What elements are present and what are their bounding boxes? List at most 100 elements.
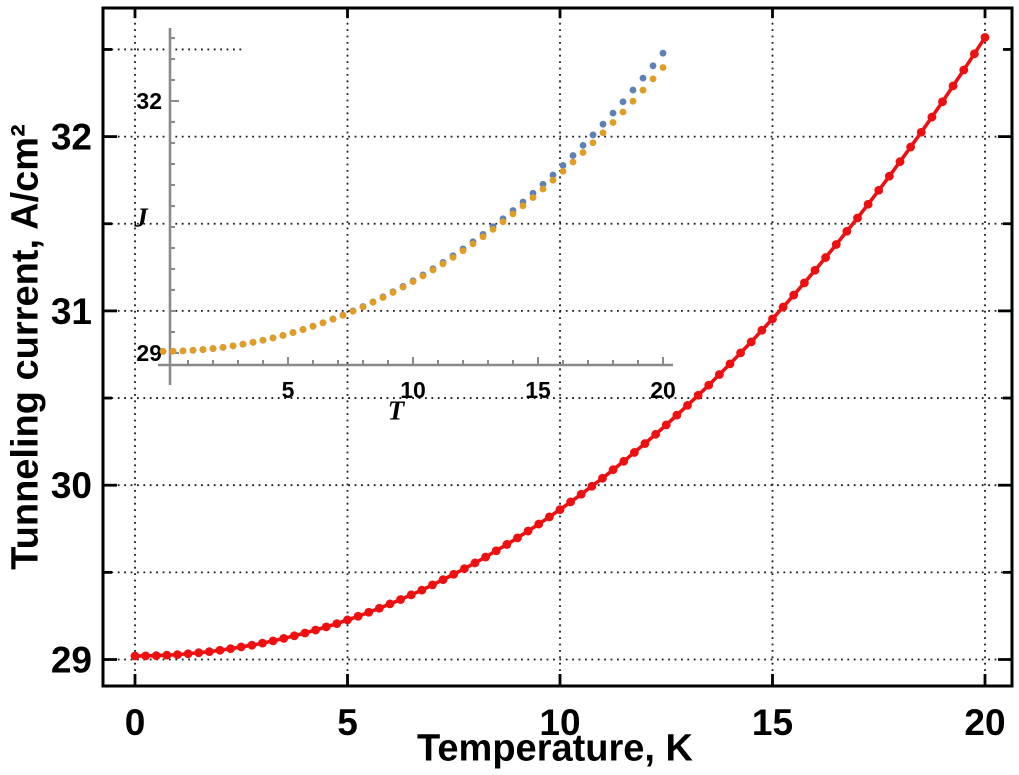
inset-tick-labels: 5 10 15 20 29 32: [136, 88, 675, 403]
main-series-point: [980, 33, 990, 42]
inset-series-orange-point: [659, 64, 667, 71]
inset-series-blue-point: [649, 62, 657, 70]
inset-series-orange-point: [179, 347, 187, 355]
main-series-point: [183, 649, 193, 659]
main-series-point: [544, 512, 554, 522]
y-axis-title: Tunneling current, A/cm²: [4, 124, 47, 570]
main-ticks: [103, 8, 1012, 686]
inset-x-tick-label: 10: [400, 377, 426, 403]
main-series-point: [821, 253, 831, 262]
main-series-point: [194, 648, 204, 658]
inset-series-blue-point: [589, 131, 597, 139]
inset-series-blue-point: [549, 171, 557, 179]
main-series-point: [130, 651, 140, 661]
inset-series-blue-point: [609, 109, 617, 117]
inset-series-orange-point: [489, 225, 497, 233]
main-series-point: [725, 359, 735, 369]
inset-series-blue-point: [599, 120, 607, 128]
main-series-point: [693, 390, 703, 400]
inset-x-tick-label: 15: [525, 377, 551, 403]
main-series-point: [683, 400, 692, 410]
main-series-point: [385, 599, 395, 609]
main-series-point: [587, 481, 597, 491]
main-series-point: [874, 185, 884, 195]
main-series-point: [714, 370, 724, 379]
main-series-point: [502, 540, 512, 549]
main-series-point: [449, 569, 459, 579]
main-series-point: [576, 489, 586, 499]
inset-series-orange-point: [259, 336, 267, 344]
inset-series-orange-point: [609, 119, 617, 126]
inset-series-orange-point: [529, 194, 537, 202]
main-series-point: [343, 615, 352, 625]
inset-series-orange-point: [229, 342, 237, 350]
inset-series-blue-point: [659, 49, 667, 57]
inset-series-orange-point: [599, 129, 607, 137]
inset-series-orange-point: [249, 338, 257, 346]
main-series-point: [853, 213, 862, 223]
inset-x-tick-label: 20: [650, 377, 676, 403]
main-series-point: [938, 97, 947, 107]
main-series-point: [300, 628, 310, 638]
main-series-point: [948, 81, 958, 91]
inset-series-orange-point: [399, 283, 407, 291]
main-series-point: [789, 290, 799, 300]
inset-series-orange-point: [269, 334, 277, 342]
inset-series-orange-point: [239, 340, 247, 348]
main-series-point: [396, 595, 406, 604]
inset-series-orange-point: [309, 322, 317, 330]
inset-series-orange: [159, 64, 667, 355]
y-tick-label: 31: [51, 291, 92, 332]
inset-series-orange-point: [559, 167, 567, 175]
main-series-point: [428, 580, 437, 590]
main-series-point: [374, 603, 384, 613]
main-series-point: [608, 465, 618, 475]
main-series-point: [204, 647, 214, 657]
main-series-point: [438, 575, 448, 585]
y-tick-label: 29: [51, 640, 92, 681]
inset-series-orange-point: [159, 347, 167, 355]
main-gridlines: [105, 10, 1010, 684]
inset-series-orange-point: [359, 303, 367, 311]
inset-series-orange-point: [449, 254, 457, 261]
x-axis-title: Temperature, K: [417, 727, 693, 770]
main-series-point: [555, 505, 565, 515]
main-series-point: [768, 314, 777, 324]
main-series-point: [417, 585, 427, 595]
inset-series-orange-point: [509, 210, 517, 218]
x-tick-label: 0: [125, 702, 146, 743]
inset-series-orange-point: [349, 307, 357, 315]
inset-series-blue-point: [619, 98, 627, 106]
inset-series-blue-point: [579, 141, 587, 149]
inset-series-orange-point: [419, 272, 427, 280]
main-series-point: [459, 564, 469, 574]
main-series-point: [141, 651, 151, 661]
main-series-point: [513, 533, 522, 543]
inset-series-orange-point: [439, 260, 447, 268]
main-series-point: [959, 65, 969, 75]
inset-series-orange-point: [589, 139, 597, 147]
main-series-point: [799, 278, 809, 288]
main-series-point: [268, 636, 278, 646]
main-series-point: [258, 638, 267, 648]
main-series-point: [173, 650, 182, 660]
inset-series-orange-point: [569, 158, 577, 166]
inset-x-axis-title: T: [387, 395, 405, 426]
inset-series-blue-point: [629, 86, 637, 94]
inset-series-orange-point: [319, 319, 327, 327]
inset-series-blue-point: [539, 180, 547, 188]
main-series-point: [704, 380, 714, 390]
main-series-point: [566, 497, 576, 507]
main-series-point: [672, 410, 682, 420]
main-series-point: [736, 348, 746, 358]
inset-series-orange-point: [429, 266, 437, 274]
main-series-point: [842, 226, 852, 236]
main-series-point: [661, 420, 671, 430]
main-series-point: [916, 127, 926, 137]
main-series-point: [406, 590, 416, 600]
inset-series-orange-point: [469, 240, 477, 248]
main-series-point: [215, 645, 225, 655]
main-series-point: [247, 640, 257, 650]
main-series-point: [927, 112, 937, 122]
